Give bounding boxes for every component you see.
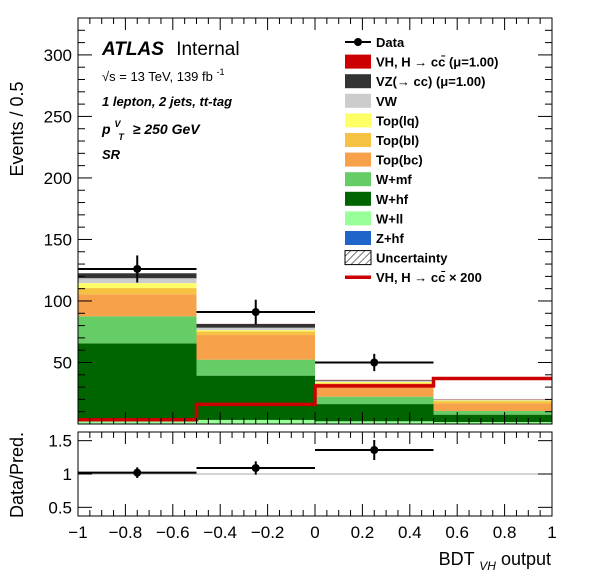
main-ytick-label-200: 200 [44,169,72,188]
legend-data-0-marker [354,38,362,46]
stack-bar-top-bl-bin-0 [78,288,197,294]
ratio-xtick-label-m0p6: −0.6 [156,523,190,542]
ratio-ytick-label-1.5: 1.5 [48,432,72,451]
ratio-xtick-label-1: 1 [547,523,556,542]
ratio-xtick-label-m0p2: −0.2 [251,523,285,542]
stack-bar-top-lq-bin-1 [197,330,316,331]
legend-vz-cc-1-00-2-label: VZ(→ cc) (μ=1.00) [376,74,485,89]
data-point-bin-0 [133,265,141,273]
ratio-xtick-label-m0p4: −0.4 [203,523,237,542]
legend-top-bc-6-swatch [345,153,371,167]
ptv-superscript: V [114,119,121,129]
legend-vh-h-cc-200-12-label: VH, H → cc̄ × 200 [376,270,482,285]
stack-bar-top-bc-bin-3 [434,404,553,411]
main-y-axis-label: Events / 0.5 [7,81,27,176]
stack-bar-w-hf-bin-1 [197,376,316,420]
ratio-xtick-label-m1: −1 [68,523,87,542]
legend-uncertainty-11-swatch [345,251,371,265]
stack-bar-top-lq-bin-2 [315,382,434,383]
x-axis-label-main: BDT [439,549,475,569]
stack-bar-vw-bin-2 [315,381,434,382]
legend-vw-3-swatch [345,94,371,108]
ptv-subscript: T [118,132,125,142]
legend-w-ll-9-swatch [345,211,371,225]
stack-bar-w-mf-bin-3 [434,411,553,415]
ratio-ytick-label-0.5: 0.5 [48,498,72,517]
legend-data-0-label: Data [376,35,405,50]
legend-top-bl-5-label: Top(bl) [376,133,419,148]
energy-lumi-label: √s = 13 TeV, 139 fb [102,69,213,84]
main-ytick-label-150: 150 [44,230,72,249]
ratio-axis-ticks: 0.5 1 1.5 −1 −0.8 −0.6 −0.4 −0.2 0 0.2 0.4 0.6 0.8 1 [48,432,556,542]
atlas-label: ATLAS [101,39,164,60]
legend-vw-3-label: VW [376,94,398,109]
legend-z-hf-10-label: Z+hf [376,231,404,246]
lumi-exponent: -1 [217,67,225,77]
main-ytick-label-250: 250 [44,107,72,126]
svg-text:√s = 13 TeV, 139 fb -1: √s = 13 TeV, 139 fb -1 [102,67,225,84]
legend-top-bc-6-label: Top(bc) [376,153,423,168]
data-point-bin-1 [252,308,260,316]
ratio-point-2 [370,446,378,454]
atlas-status-label: Internal [176,39,239,60]
legend-uncertainty-11-label: Uncertainty [376,251,448,266]
stack-bar-top-lq-bin-3 [434,401,553,402]
stack-bar-top-lq-bin-0 [78,283,197,288]
ratio-xtick-label-0p4: 0.4 [398,523,422,542]
ratio-xtick-label-m0p8: −0.8 [109,523,143,542]
atlas-label-block: ATLAS Internal √s = 13 TeV, 139 fb -1 1 … [101,39,240,162]
ratio-panel-content [78,440,552,478]
x-axis-label: BDT VH output [439,549,551,572]
legend-top-lq-4-label: Top(lq) [376,113,419,128]
stack-bar-vz-cc-1-00-bin-2 [315,380,434,381]
ratio-point-1 [252,464,260,472]
stack-bar-vw-bin-1 [197,328,316,330]
data-point-bin-2 [370,358,378,366]
stack-bar-top-bc-bin-1 [197,335,316,360]
legend-top-bl-5-swatch [345,133,371,147]
ratio-ytick-label-1: 1 [63,465,72,484]
legend-w-hf-8-label: W+hf [376,192,409,207]
stack-bar-vz-cc-1-00-bin-1 [197,324,316,328]
legend-w-mf-7-swatch [345,172,371,186]
ratio-xtick-label-0p2: 0.2 [351,523,375,542]
svg-text:p V T ≥ 250: p V T ≥ 250 GeV [101,114,201,143]
legend-vz-cc-1-00-2-swatch [345,74,371,88]
legend-w-hf-8-swatch [345,192,371,206]
legend-w-ll-9-label: W+ll [376,211,403,226]
legend-vh-h-cc-1-00-1-label: VH, H → cc̄ (μ=1.00) [376,55,498,70]
ratio-point-0 [133,469,141,477]
stack-bar-top-bc-bin-0 [78,294,197,316]
x-axis-label-subscript: VH [479,559,496,572]
stack-bar-top-bl-bin-1 [197,331,316,335]
legend-z-hf-10-swatch [345,231,371,245]
ratio-xtick-label-0: 0 [310,523,319,542]
legend-w-mf-7-label: W+mf [376,172,412,187]
stack-bar-vw-bin-3 [434,400,553,401]
region-label: 1 lepton, 2 jets, tt-tag [102,94,232,109]
legend: Data VH, H → cc̄ (μ=1.00) VZ(→ cc) (μ=1.00… [345,35,498,285]
main-ytick-label-300: 300 [44,46,72,65]
stack-bar-w-mf-bin-2 [315,397,434,404]
signal-region-label: SR [102,147,121,162]
stack-bar-top-bl-bin-3 [434,401,553,403]
legend-vh-h-cc-1-00-1-swatch [345,55,371,69]
svg-text:ATLAS Internal: ATLAS Internal [101,39,240,60]
main-ytick-label-50: 50 [53,353,72,372]
ratio-xtick-label-0p6: 0.6 [445,523,469,542]
stack-bar-w-mf-bin-1 [197,360,316,376]
x-axis-label-suffix: output [501,549,551,569]
main-ytick-label-100: 100 [44,292,72,311]
ptv-cut: ≥ 250 GeV [133,121,201,137]
ptv-symbol: p [101,121,111,137]
stack-bar-top-bc-bin-2 [315,387,434,397]
ratio-y-axis-label: Data/Pred. [7,432,27,518]
legend-top-lq-4-swatch [345,113,371,127]
ratio-xtick-label-0p8: 0.8 [493,523,517,542]
stack-bar-w-hf-bin-0 [78,343,197,421]
stack-bar-w-mf-bin-0 [78,316,197,343]
